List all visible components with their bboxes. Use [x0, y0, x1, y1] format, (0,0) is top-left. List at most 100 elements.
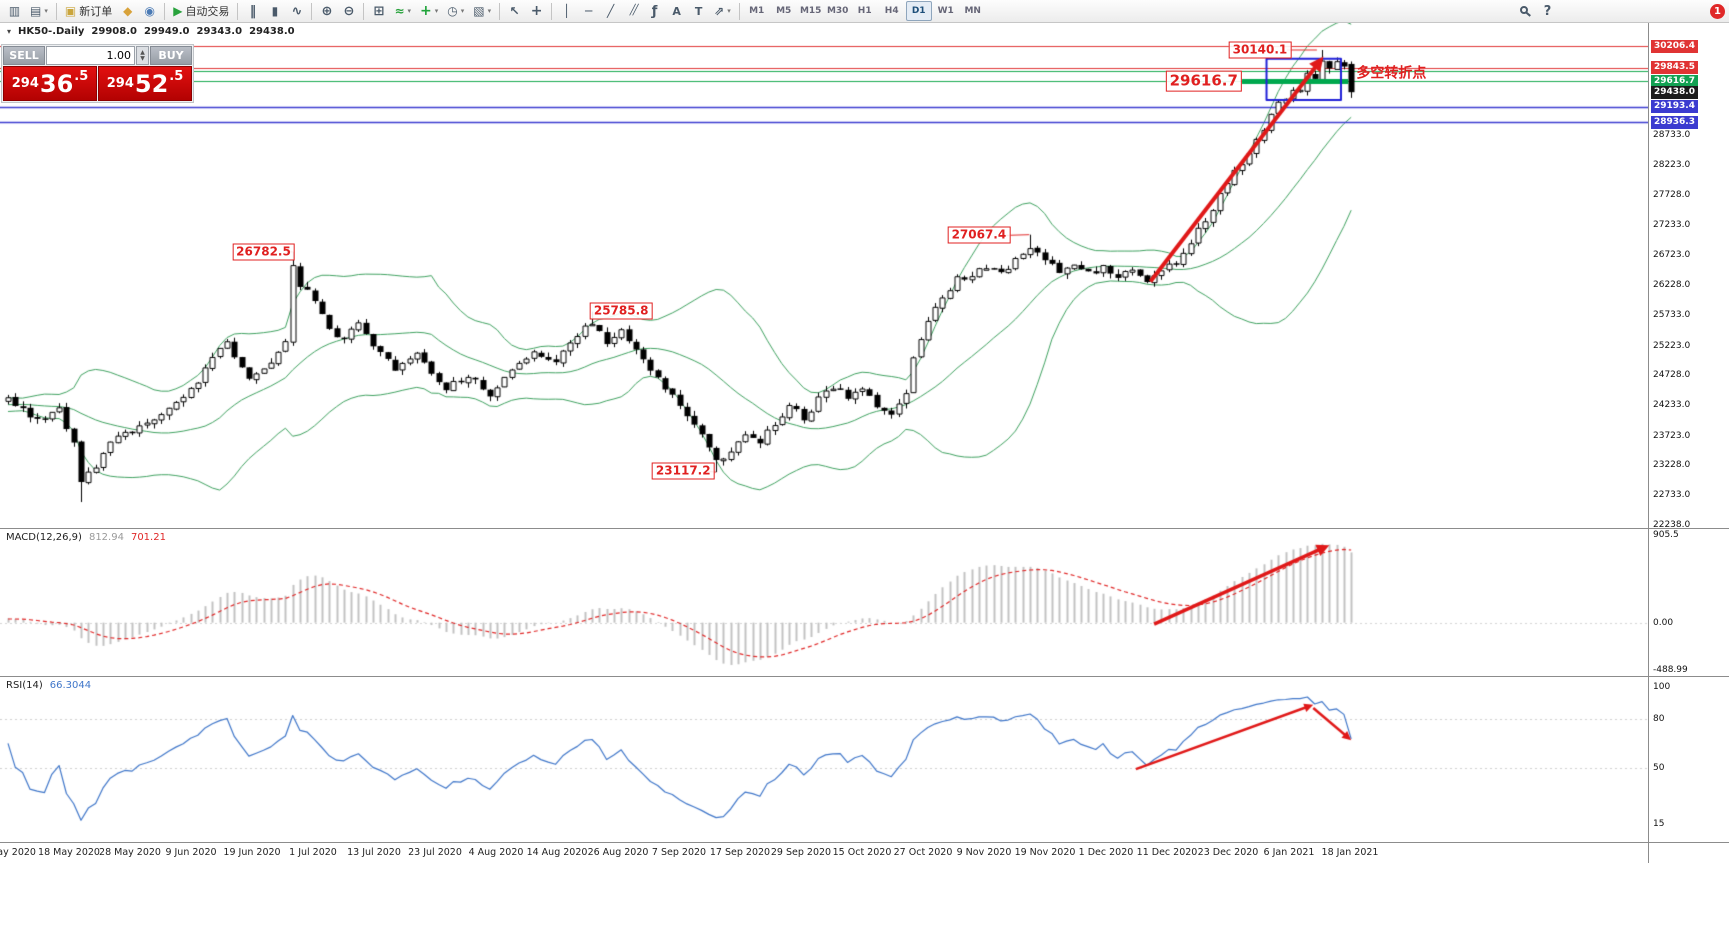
- horizontal-line-icon[interactable]: ─: [578, 1, 599, 21]
- macd-panel-canvas[interactable]: [0, 529, 1648, 676]
- dropdown-arrow-icon: ▾: [727, 7, 731, 15]
- trendline-icon-glyph: ╱: [607, 4, 615, 18]
- lot-size-spinner[interactable]: ▲ ▼: [136, 46, 149, 65]
- new-chart-icon-glyph: ▥: [8, 4, 21, 18]
- price-axis-label: 28223.0: [1653, 160, 1691, 171]
- timeframe-w1[interactable]: W1: [937, 6, 954, 16]
- trade-controls-row: SELL ▲▼ BUY: [3, 46, 192, 65]
- new-chart-icon[interactable]: ▥: [4, 1, 25, 21]
- lot-size-input[interactable]: [46, 46, 135, 65]
- fibonacci-icon[interactable]: ƒ: [644, 1, 665, 21]
- zoom-out-icon[interactable]: ⊖: [338, 1, 359, 21]
- macd-axis-label: -488.99: [1653, 665, 1688, 675]
- bid-prefix: 294: [11, 76, 39, 91]
- vertical-line-icon[interactable]: │: [556, 1, 577, 21]
- channel-icon[interactable]: ╱╱: [622, 1, 643, 21]
- tile-windows-icon[interactable]: ⊞: [368, 1, 389, 21]
- search-glyph: [1520, 6, 1528, 14]
- toolbar-separator: [55, 2, 57, 20]
- rsi-name: RSI(14): [6, 680, 43, 691]
- time-axis-label: 13 Jul 2020: [347, 847, 401, 858]
- ask-prefix: 294: [106, 76, 134, 91]
- price-axis-label: 27728.0: [1653, 189, 1691, 200]
- crosshair-icon[interactable]: +: [526, 1, 547, 21]
- dropdown-arrow-icon: ▾: [434, 7, 439, 15]
- price-axis-label: 25733.0: [1653, 309, 1691, 320]
- time-axis-label: 6 Jan 2021: [1263, 847, 1315, 858]
- add-indicator-icon-glyph: +: [420, 3, 432, 19]
- timeframe-m5[interactable]: M5: [776, 6, 792, 16]
- periods-icon[interactable]: ◷ ▾: [443, 1, 468, 21]
- timeframe-mn[interactable]: MN: [964, 6, 981, 16]
- add-indicator-icon[interactable]: + ▾: [416, 1, 442, 21]
- price-axis[interactable]: 28733.0 28223.0 27728.0 27233.0 26723.0 26228…: [1648, 23, 1729, 863]
- ohlc-low: 29343.0: [196, 26, 243, 37]
- cursor-icon[interactable]: ↖: [504, 1, 525, 21]
- panel-separator[interactable]: [0, 676, 1729, 677]
- macd-name: MACD(12,26,9): [6, 532, 82, 543]
- price-axis-badge: 29843.5: [1651, 61, 1698, 75]
- time-axis-label: 4 May 2020: [0, 847, 36, 858]
- dropdown-arrow-icon: ▾: [460, 7, 465, 15]
- price-axis-badge: 28936.3: [1651, 115, 1698, 129]
- autotrading-button-label: 自动交易: [185, 5, 230, 18]
- label-icon[interactable]: T: [688, 1, 709, 21]
- macd-main-value: 812.94: [88, 532, 124, 543]
- sell-button[interactable]: SELL: [3, 46, 45, 65]
- spinner-up-icon[interactable]: ▲: [140, 48, 145, 56]
- toolbar-separator: [738, 2, 740, 20]
- timeframe-m1[interactable]: M1: [749, 6, 765, 16]
- candlestick-chart-icon[interactable]: ▮: [264, 1, 285, 21]
- macd-axis-label: 905.5: [1653, 530, 1679, 540]
- time-axis-label: 18 May 2020: [38, 847, 100, 858]
- trendline-icon[interactable]: ╱: [600, 1, 621, 21]
- time-axis-label: 18 Jan 2021: [1321, 847, 1379, 858]
- buy-price-button[interactable]: 294 52.5: [98, 66, 192, 101]
- templates-icon[interactable]: ▧ ▾: [469, 1, 495, 21]
- line-chart-icon[interactable]: ∿: [286, 1, 307, 21]
- panel-separator[interactable]: [0, 528, 1729, 529]
- autotrading-button[interactable]: ▶ 自动交易: [169, 1, 233, 21]
- macd-label: MACD(12,26,9) 812.94 701.21: [6, 532, 166, 543]
- timeframe-m15[interactable]: M15: [799, 6, 822, 16]
- price-axis-badge: 30206.4: [1651, 39, 1698, 53]
- main-toolbar: ▥ ▤ ▾ ▣ 新订单 ◆ ◉ ▶ 自动交易 ‖ ▮ ∿ ⊕ ⊖ ⊞ ≈ ▾ + ▾ ◷ ▾ ▧ ▾ ↖ + │ ─ ╱ ╱╱ ƒ A T ⇗ ▾…: [0, 0, 1729, 23]
- help-icon[interactable]: ?: [1537, 1, 1558, 21]
- trade-prices-row: 294 36.5 294 52.5: [3, 66, 192, 101]
- panel-separator[interactable]: [0, 842, 1729, 843]
- time-axis-label: 28 May 2020: [99, 847, 161, 858]
- bar-chart-icon[interactable]: ‖: [242, 1, 263, 21]
- sell-price-button[interactable]: 294 36.5: [3, 66, 97, 101]
- notification-badge[interactable]: 1: [1710, 3, 1725, 19]
- autotrading-button-glyph: ▶: [173, 4, 183, 18]
- spinner-down-icon[interactable]: ▼: [140, 54, 145, 62]
- search-icon[interactable]: [1515, 1, 1536, 21]
- price-axis-label: 22733.0: [1653, 490, 1691, 501]
- toolbar-separator: [363, 2, 365, 20]
- buy-button[interactable]: BUY: [150, 46, 192, 65]
- dropdown-arrow-icon: ▾: [487, 7, 492, 15]
- price-axis-label: 23228.0: [1653, 460, 1691, 471]
- time-axis-label: 23 Jul 2020: [408, 847, 462, 858]
- rsi-axis-label: 15: [1653, 819, 1665, 829]
- indicators-icon[interactable]: ≈ ▾: [390, 1, 415, 21]
- main-chart-canvas[interactable]: [0, 23, 1648, 528]
- timeframe-m30[interactable]: M30: [826, 6, 849, 16]
- script-icon[interactable]: ◆: [117, 1, 138, 21]
- profiles-icon[interactable]: ▤ ▾: [26, 1, 52, 21]
- crosshair-icon-glyph: +: [530, 3, 543, 19]
- timeframe-d1[interactable]: D1: [905, 1, 932, 21]
- zoom-in-icon[interactable]: ⊕: [316, 1, 337, 21]
- text-icon[interactable]: A: [666, 1, 687, 21]
- new-order-button[interactable]: ▣ 新订单: [61, 1, 116, 21]
- time-axis-label: 7 Sep 2020: [651, 847, 707, 858]
- timeframe-h1[interactable]: H1: [857, 6, 872, 16]
- history-center-icon[interactable]: ◉: [139, 1, 160, 21]
- rsi-panel-canvas[interactable]: [0, 677, 1648, 843]
- help-icon-glyph: ?: [1543, 3, 1552, 19]
- rsi-axis-label: 100: [1653, 682, 1671, 692]
- shapes-icon[interactable]: ⇗ ▾: [710, 1, 735, 21]
- timeframe-h4[interactable]: H4: [884, 6, 899, 16]
- price-axis-badge: 29438.0: [1651, 85, 1698, 99]
